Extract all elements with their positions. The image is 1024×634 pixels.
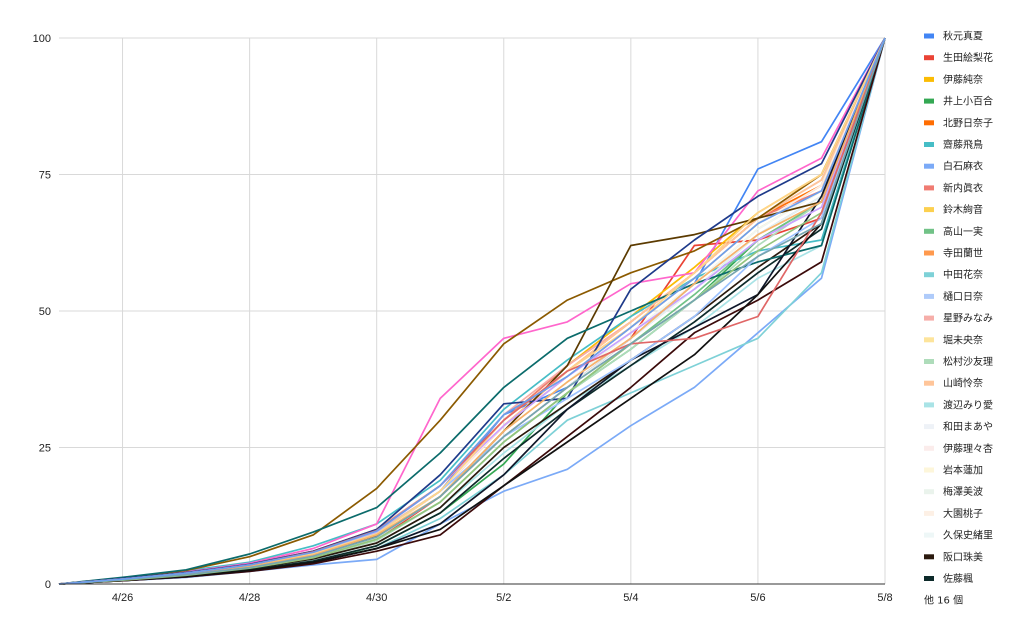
y-tick-label: 75 (39, 170, 51, 182)
legend-swatch (924, 142, 934, 147)
legend-swatch (924, 510, 934, 516)
legend-label: 寺田蘭世 (943, 247, 983, 260)
legend-label: 伊藤理々杏 (943, 442, 993, 455)
legend-label: 秋元真夏 (943, 30, 983, 43)
legend-item[interactable]: 大園桃子 (924, 507, 983, 520)
legend-item[interactable]: 生田絵梨花 (924, 51, 993, 64)
legend-label: 生田絵梨花 (943, 51, 993, 64)
legend-item[interactable]: 松村沙友理 (924, 355, 993, 368)
legend-item[interactable]: 伊藤純奈 (924, 73, 983, 86)
legend-item[interactable]: 岩本蓮加 (924, 464, 983, 477)
y-tick-label: 50 (39, 306, 51, 318)
legend-label: 和田まあや (943, 421, 993, 433)
legend-swatch (924, 33, 934, 39)
legend-item[interactable]: 梅澤美波 (924, 485, 983, 498)
x-tick-label: 4/26 (112, 592, 133, 604)
legend-item[interactable]: 白石麻衣 (924, 160, 983, 173)
legend-label: 梅澤美波 (943, 485, 983, 498)
legend-item[interactable]: 北野日奈子 (924, 116, 993, 129)
legend-label: 岩本蓮加 (943, 464, 983, 477)
x-tick-label: 5/6 (750, 592, 765, 604)
legend-swatch (924, 163, 934, 169)
legend-label: 高山一実 (943, 225, 983, 238)
legend-label: 星野みなみ (943, 313, 993, 325)
legend-item[interactable]: 山崎怜奈 (924, 377, 983, 390)
legend-swatch (924, 532, 934, 538)
legend-label: 新内眞衣 (943, 181, 983, 194)
legend-swatch (924, 272, 934, 278)
legend-item[interactable]: 堀未央奈 (924, 333, 983, 346)
x-tick-label: 5/8 (877, 592, 892, 604)
legend-swatch (924, 120, 934, 126)
legend-label: 伊藤純奈 (943, 73, 983, 86)
legend-item[interactable]: 樋口日奈 (924, 290, 983, 303)
legend-swatch (924, 380, 934, 386)
legend-label: 白石麻衣 (943, 160, 983, 173)
legend-item[interactable]: 和田まあや (924, 421, 993, 433)
legend-item[interactable]: 渡辺みり愛 (924, 398, 993, 411)
x-tick-label: 4/28 (239, 592, 260, 604)
legend-swatch (924, 207, 934, 213)
x-tick-label: 4/30 (366, 592, 387, 604)
legend-item[interactable]: 高山一実 (924, 225, 983, 238)
legend-swatch (924, 315, 934, 321)
series-layer (58, 37, 886, 585)
legend-swatch (924, 489, 934, 495)
axis-layer: 0 25 50 75 100 4/26 4/28 4/30 5/2 5/4 5/6 5/8 (33, 33, 893, 604)
legend-swatch (924, 185, 934, 191)
legend-item[interactable]: 久保史緒里 (924, 529, 993, 542)
legend-swatch (924, 467, 934, 473)
legend-item[interactable]: 秋元真夏 (924, 30, 983, 43)
legend-swatch (924, 337, 934, 343)
series-line-42[interactable] (58, 37, 886, 585)
legend-swatch (924, 359, 934, 364)
legend-item[interactable]: 星野みなみ (924, 313, 993, 325)
legend-label: 井上小百合 (943, 95, 993, 108)
legend-label: 北野日奈子 (943, 116, 993, 129)
legend-swatch (924, 250, 934, 256)
legend-item[interactable]: 井上小百合 (924, 95, 993, 108)
legend-label: 山崎怜奈 (943, 377, 983, 390)
legend-item[interactable]: 中田花奈 (924, 268, 983, 281)
legend-label: 渡辺みり愛 (943, 398, 993, 411)
legend-item[interactable]: 新内眞衣 (924, 181, 983, 194)
series-line-34[interactable] (58, 37, 886, 585)
legend-more-link[interactable]: 他 16 個 (924, 594, 963, 607)
legend-swatch (924, 554, 934, 560)
legend-swatch (924, 293, 934, 299)
legend-label: 大園桃子 (943, 507, 983, 520)
legend[interactable]: 秋元真夏生田絵梨花伊藤純奈井上小百合北野日奈子齋藤飛鳥白石麻衣新内眞衣鈴木絢音高… (924, 30, 993, 607)
legend-swatch (924, 402, 934, 408)
legend-swatch (924, 98, 934, 104)
y-tick-label: 25 (39, 443, 51, 455)
legend-swatch (924, 424, 934, 430)
legend-label: 鈴木絢音 (943, 203, 983, 216)
series-line-41[interactable] (58, 37, 886, 585)
legend-item[interactable]: 鈴木絢音 (924, 203, 983, 216)
legend-item[interactable]: 齋藤飛鳥 (924, 138, 983, 151)
legend-label: 中田花奈 (943, 268, 983, 281)
x-tick-label: 5/4 (623, 592, 638, 604)
legend-swatch (924, 445, 934, 451)
legend-label: 堀未央奈 (943, 333, 983, 346)
y-tick-label: 0 (45, 579, 51, 591)
legend-label: 樋口日奈 (943, 290, 983, 303)
legend-item[interactable]: 阪口珠美 (924, 550, 983, 563)
legend-label: 阪口珠美 (943, 550, 983, 563)
legend-item[interactable]: 伊藤理々杏 (924, 442, 993, 455)
legend-label: 佐藤楓 (943, 572, 973, 585)
x-tick-label: 5/2 (496, 592, 511, 604)
legend-swatch (924, 76, 934, 82)
legend-swatch (924, 576, 934, 581)
legend-item[interactable]: 佐藤楓 (924, 572, 973, 585)
legend-swatch (924, 228, 934, 234)
y-tick-label: 100 (33, 33, 51, 45)
legend-label: 久保史緒里 (943, 529, 993, 542)
legend-label: 松村沙友理 (943, 355, 993, 368)
legend-label: 齋藤飛鳥 (943, 138, 983, 151)
legend-item[interactable]: 寺田蘭世 (924, 247, 983, 260)
legend-swatch (924, 55, 934, 61)
